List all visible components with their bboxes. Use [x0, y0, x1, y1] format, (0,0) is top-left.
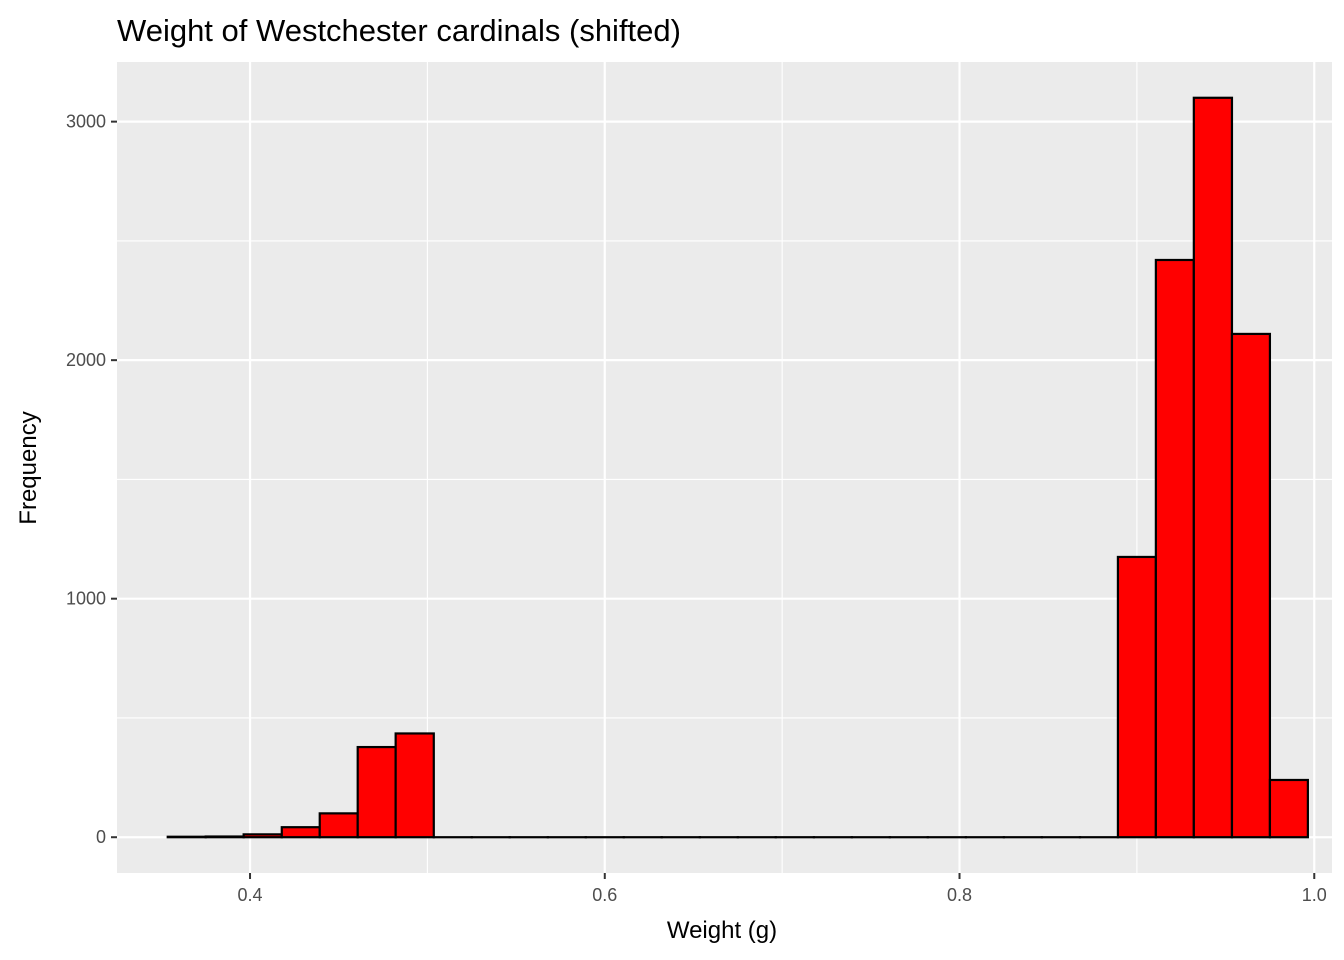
histogram-bars [166, 96, 1309, 839]
histogram-bar [318, 812, 359, 839]
histogram-bar [1154, 258, 1195, 839]
y-tick-label: 3000 [66, 112, 106, 132]
y-axis: 0 1000 2000 3000 [66, 112, 117, 847]
y-tick-label: 1000 [66, 589, 106, 609]
histogram-bar [1116, 555, 1157, 839]
y-tick-label: 0 [96, 827, 106, 847]
histogram-bar [356, 745, 397, 839]
histogram-bar [1192, 96, 1234, 839]
histogram-bar [242, 833, 283, 839]
chart-title: Weight of Westchester cardinals (shifted… [117, 13, 681, 48]
y-tick-label: 2000 [66, 350, 106, 370]
x-tick-label: 0.6 [592, 885, 617, 905]
x-tick-label: 0.8 [947, 885, 972, 905]
x-axis: 0.4 0.6 0.8 1.0 [238, 873, 1327, 905]
histogram-bar [394, 732, 435, 839]
x-axis-title: Weight (g) [667, 917, 777, 944]
histogram-bar [1268, 778, 1309, 839]
histogram-bar [280, 826, 321, 839]
y-axis-title: Frequency [15, 411, 42, 524]
histogram-bar [1230, 332, 1272, 839]
histogram-bar [204, 835, 245, 839]
x-tick-label: 0.4 [238, 885, 263, 905]
minor-gridlines [117, 62, 1332, 873]
x-tick-label: 1.0 [1302, 885, 1327, 905]
